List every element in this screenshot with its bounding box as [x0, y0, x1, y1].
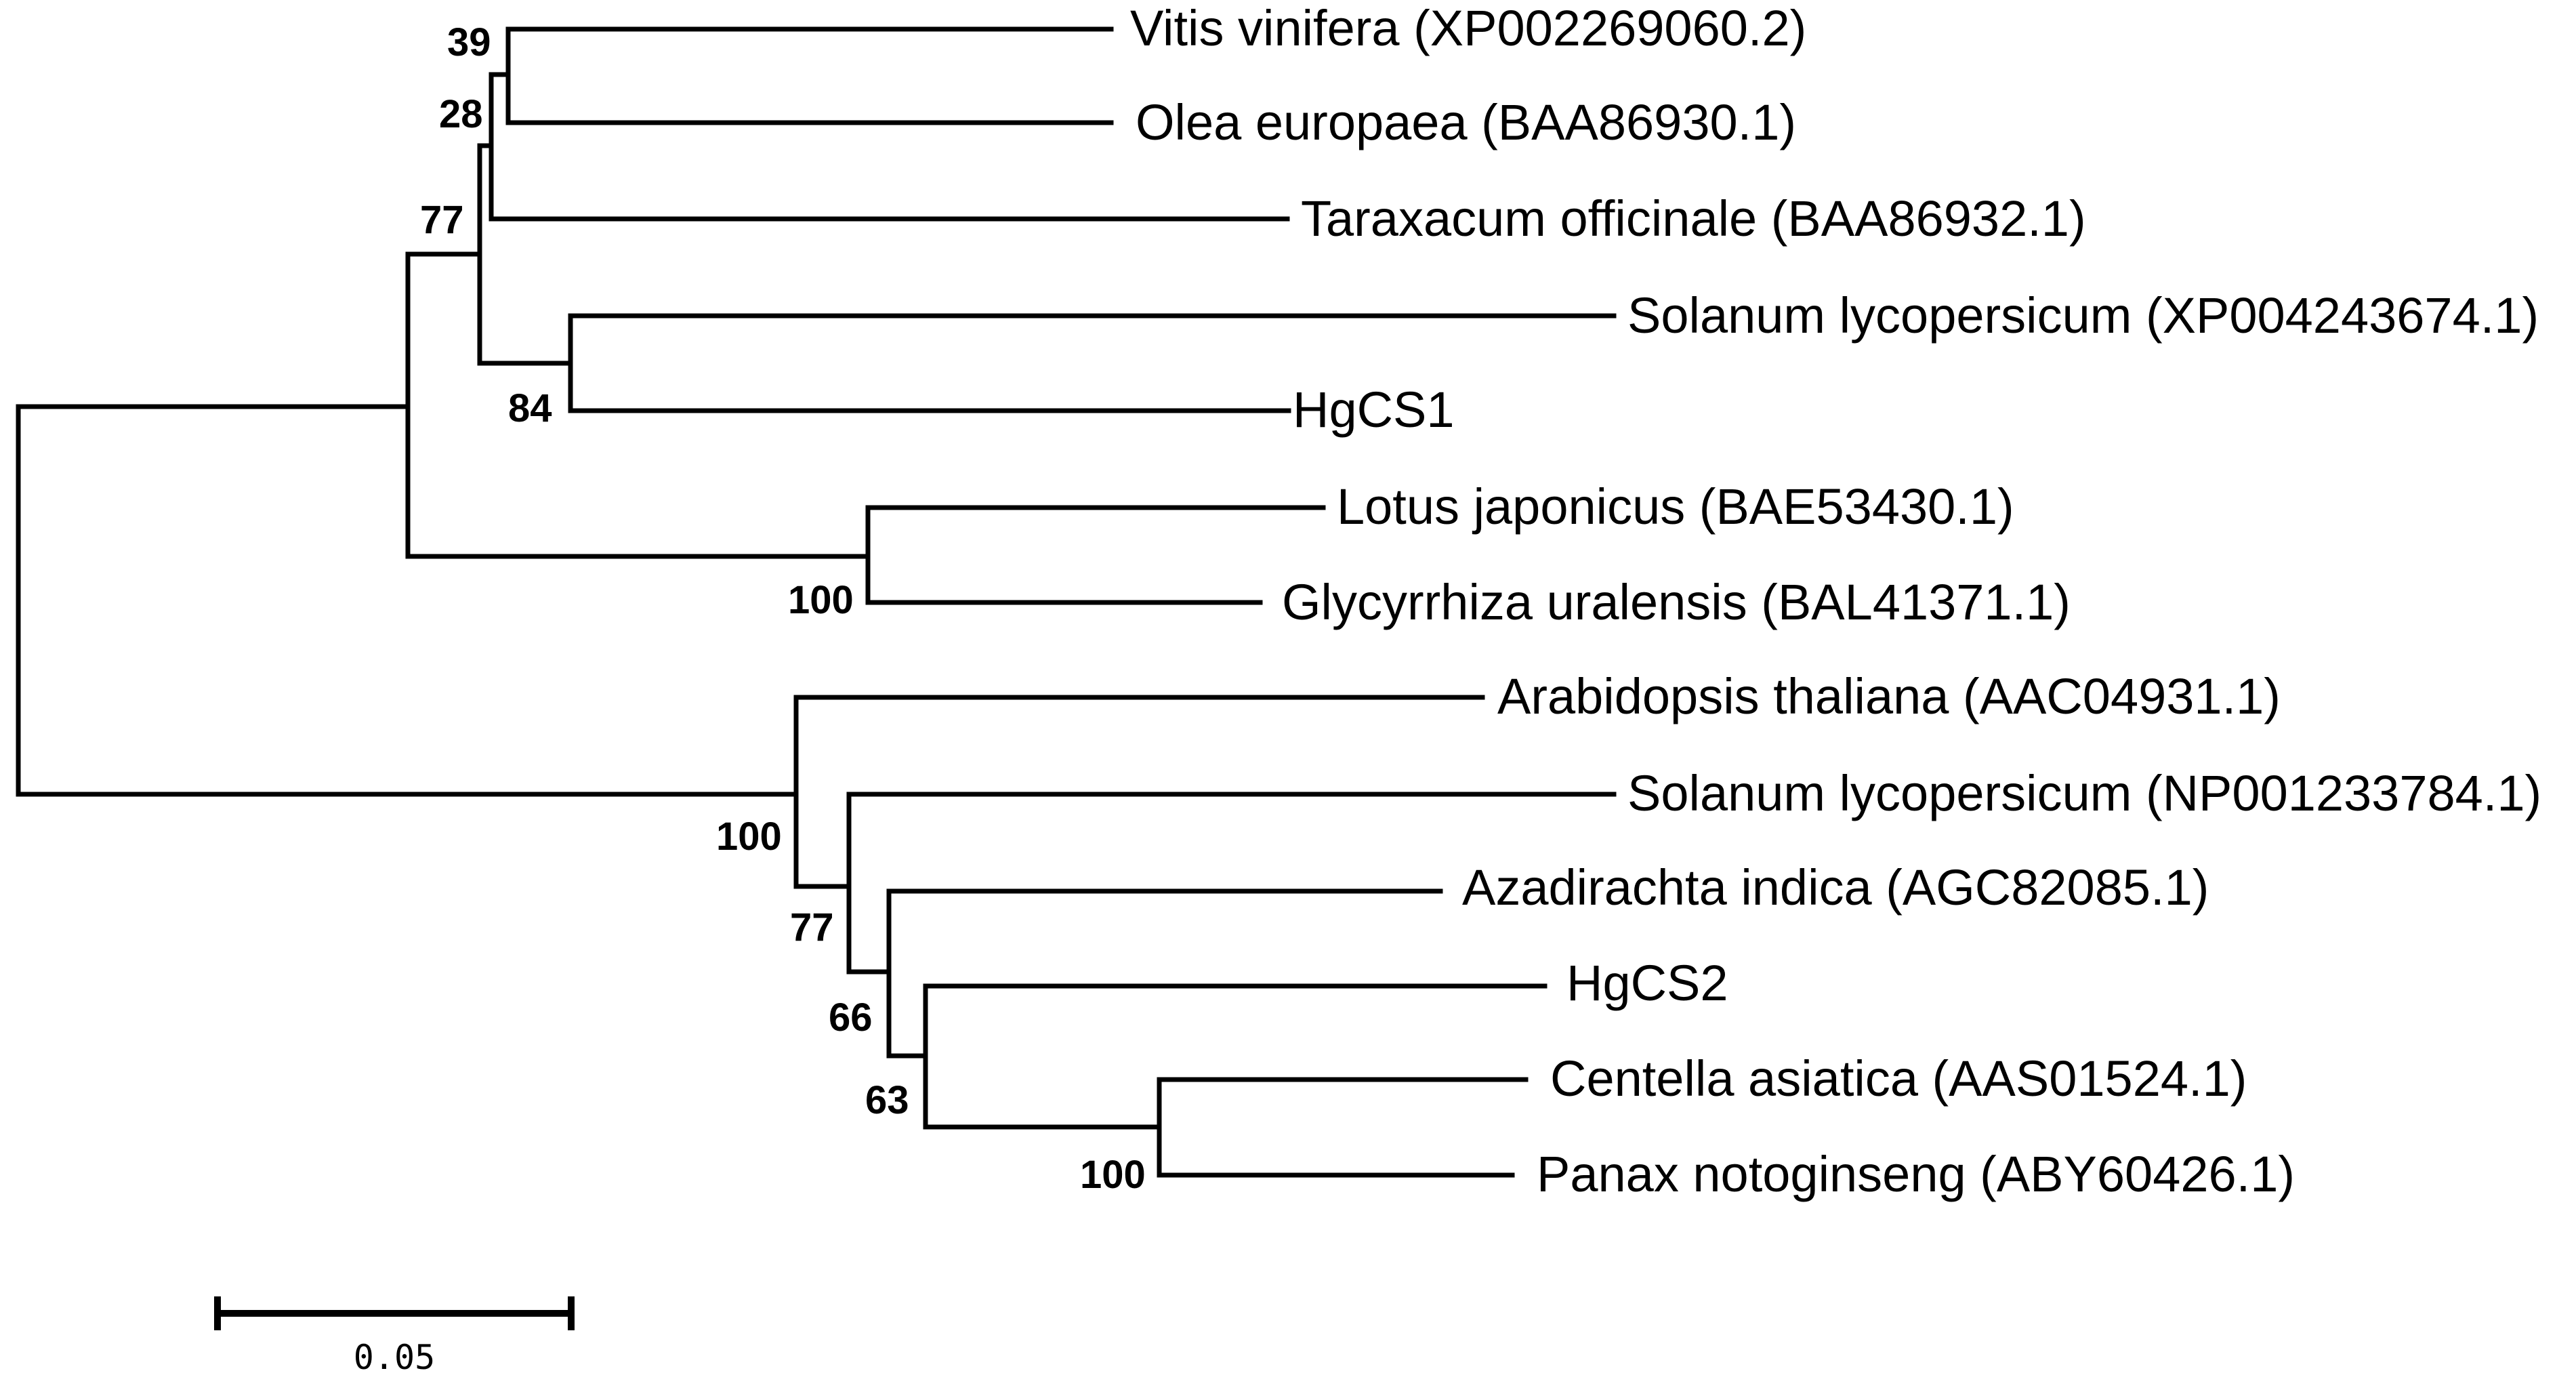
leaf-label-solanum-a: Solanum lycopersicum (XP004243674.1) — [1627, 287, 2539, 344]
bootstrap-label: 77 — [790, 905, 834, 949]
bootstrap-label: 39 — [447, 20, 491, 64]
bootstrap-label: 63 — [865, 1078, 909, 1122]
leaf-label-centella: Centella asiatica (AAS01524.1) — [1550, 1050, 2247, 1107]
leaf-label-arabidopsis: Arabidopsis thaliana (AAC04931.1) — [1497, 668, 2281, 724]
leaf-label-solanum-b: Solanum lycopersicum (NP001233784.1) — [1627, 765, 2541, 821]
scale-bar-label: 0.05 — [354, 1338, 435, 1377]
bootstrap-label: 100 — [788, 578, 854, 622]
bootstrap-label: 77 — [420, 198, 464, 242]
scale-bar: 0.05 — [214, 1296, 575, 1377]
leaf-label-vitis: Vitis vinifera (XP002269060.2) — [1130, 0, 1806, 56]
bootstrap-label: 66 — [829, 996, 873, 1040]
leaf-label-olea: Olea europaea (BAA86930.1) — [1136, 94, 1796, 150]
bootstrap-label: 100 — [1080, 1153, 1146, 1197]
leaf-label-panax: Panax notoginseng (ABY60426.1) — [1537, 1146, 2295, 1202]
bootstrap-label: 100 — [716, 815, 782, 859]
leaf-label-lotus: Lotus japonicus (BAE53430.1) — [1337, 478, 2014, 535]
bootstrap-label: 28 — [439, 92, 483, 136]
bootstrap-label: 84 — [508, 386, 552, 430]
leaf-labels: Vitis vinifera (XP002269060.2) Olea euro… — [1130, 0, 2541, 1202]
bootstrap-values: 39 28 77 84 100 100 77 66 63 100 — [420, 20, 1146, 1197]
leaf-label-azadirachta: Azadirachta indica (AGC82085.1) — [1462, 859, 2209, 916]
tree-branches — [16, 26, 1617, 1178]
leaf-label-taraxacum: Taraxacum officinale (BAA86932.1) — [1301, 190, 2086, 247]
leaf-label-hgcs1: HgCS1 — [1293, 382, 1455, 438]
leaf-label-glycyrrhiza: Glycyrrhiza uralensis (BAL41371.1) — [1282, 574, 2071, 630]
leaf-label-hgcs2: HgCS2 — [1566, 955, 1728, 1011]
